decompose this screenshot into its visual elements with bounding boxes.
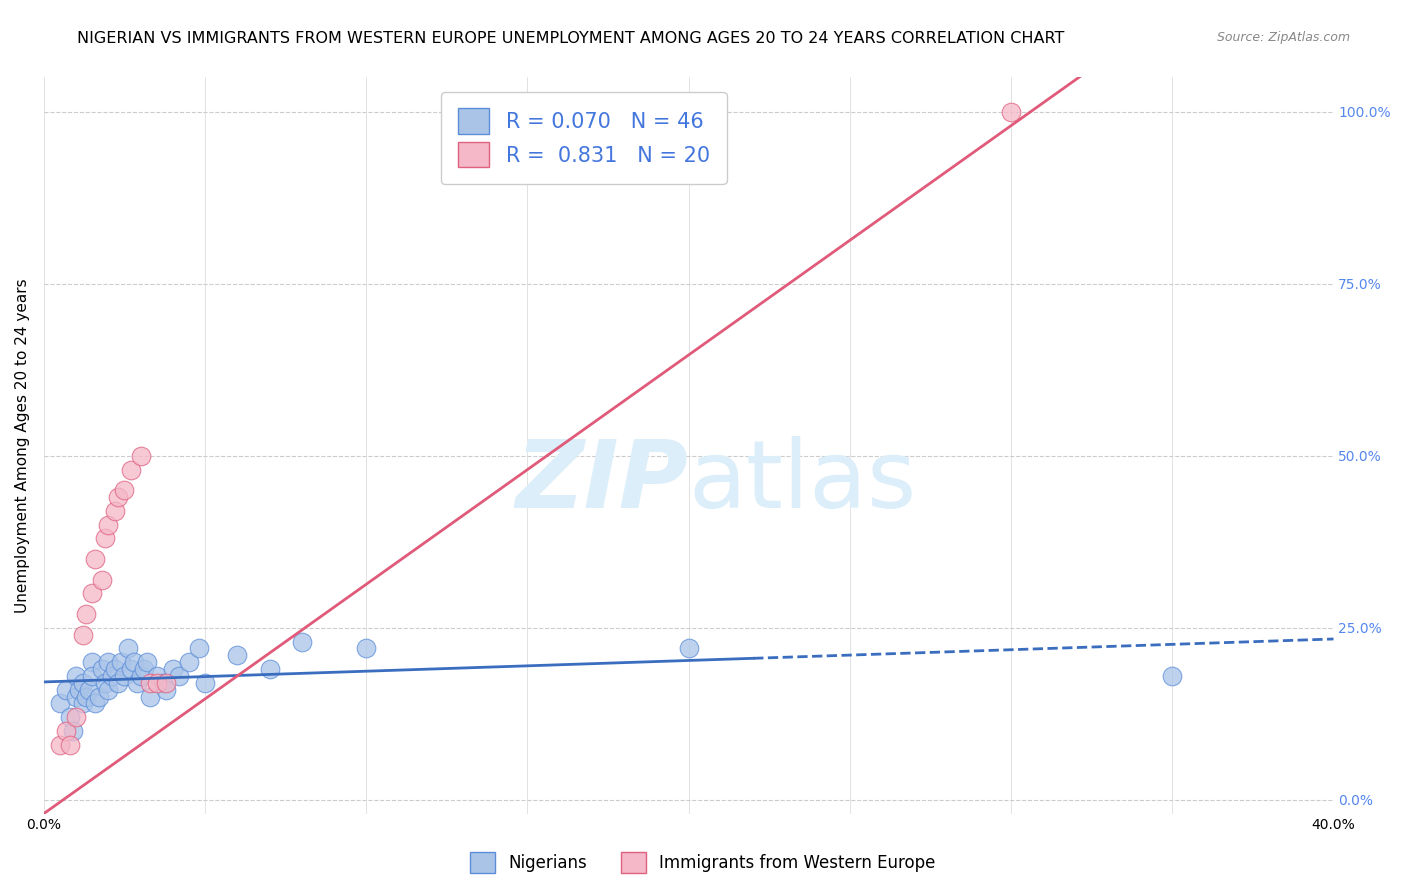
Text: ZIP: ZIP <box>516 436 689 528</box>
Point <box>162 662 184 676</box>
Point <box>356 641 378 656</box>
Point <box>139 690 162 704</box>
Point <box>90 573 112 587</box>
Point <box>152 676 174 690</box>
Point <box>59 710 82 724</box>
Point <box>104 504 127 518</box>
Point <box>107 676 129 690</box>
Point <box>1161 669 1184 683</box>
Point <box>120 462 142 476</box>
Point <box>114 483 136 498</box>
Point <box>107 490 129 504</box>
Point <box>75 690 97 704</box>
Point <box>82 655 104 669</box>
Point <box>114 669 136 683</box>
Point <box>82 669 104 683</box>
Point <box>100 669 122 683</box>
Point <box>84 552 107 566</box>
Point <box>129 669 152 683</box>
Point <box>145 669 167 683</box>
Text: Source: ZipAtlas.com: Source: ZipAtlas.com <box>1216 31 1350 45</box>
Point <box>678 641 700 656</box>
Point <box>75 607 97 621</box>
Point <box>72 697 94 711</box>
Legend: R = 0.070   N = 46, R =  0.831   N = 20: R = 0.070 N = 46, R = 0.831 N = 20 <box>441 92 727 184</box>
Point <box>120 662 142 676</box>
Point <box>177 655 200 669</box>
Point <box>226 648 249 663</box>
Point <box>129 449 152 463</box>
Point <box>97 682 120 697</box>
Point <box>132 662 155 676</box>
Point <box>117 641 139 656</box>
Point <box>145 676 167 690</box>
Point <box>155 682 177 697</box>
Point <box>187 641 209 656</box>
Point <box>291 634 314 648</box>
Point <box>55 682 77 697</box>
Point <box>84 697 107 711</box>
Point <box>72 676 94 690</box>
Point <box>110 655 132 669</box>
Point <box>97 655 120 669</box>
Text: NIGERIAN VS IMMIGRANTS FROM WESTERN EUROPE UNEMPLOYMENT AMONG AGES 20 TO 24 YEAR: NIGERIAN VS IMMIGRANTS FROM WESTERN EURO… <box>77 31 1064 46</box>
Point <box>49 738 72 752</box>
Point <box>59 738 82 752</box>
Point <box>90 662 112 676</box>
Point <box>62 723 84 738</box>
Point <box>65 669 87 683</box>
Point <box>94 532 117 546</box>
Point <box>72 628 94 642</box>
Point <box>194 676 217 690</box>
Point <box>55 723 77 738</box>
Point <box>127 676 149 690</box>
Point <box>104 662 127 676</box>
Y-axis label: Unemployment Among Ages 20 to 24 years: Unemployment Among Ages 20 to 24 years <box>15 278 30 613</box>
Point <box>82 586 104 600</box>
Point <box>1000 104 1022 119</box>
Point <box>97 517 120 532</box>
Point <box>122 655 145 669</box>
Point <box>49 697 72 711</box>
Point <box>136 655 159 669</box>
Point <box>259 662 281 676</box>
Point <box>155 676 177 690</box>
Text: atlas: atlas <box>689 436 917 528</box>
Point <box>67 682 90 697</box>
Point <box>139 676 162 690</box>
Point <box>94 676 117 690</box>
Point <box>65 690 87 704</box>
Point <box>169 669 191 683</box>
Point <box>65 710 87 724</box>
Point <box>77 682 100 697</box>
Point <box>87 690 110 704</box>
Legend: Nigerians, Immigrants from Western Europe: Nigerians, Immigrants from Western Europ… <box>464 846 942 880</box>
